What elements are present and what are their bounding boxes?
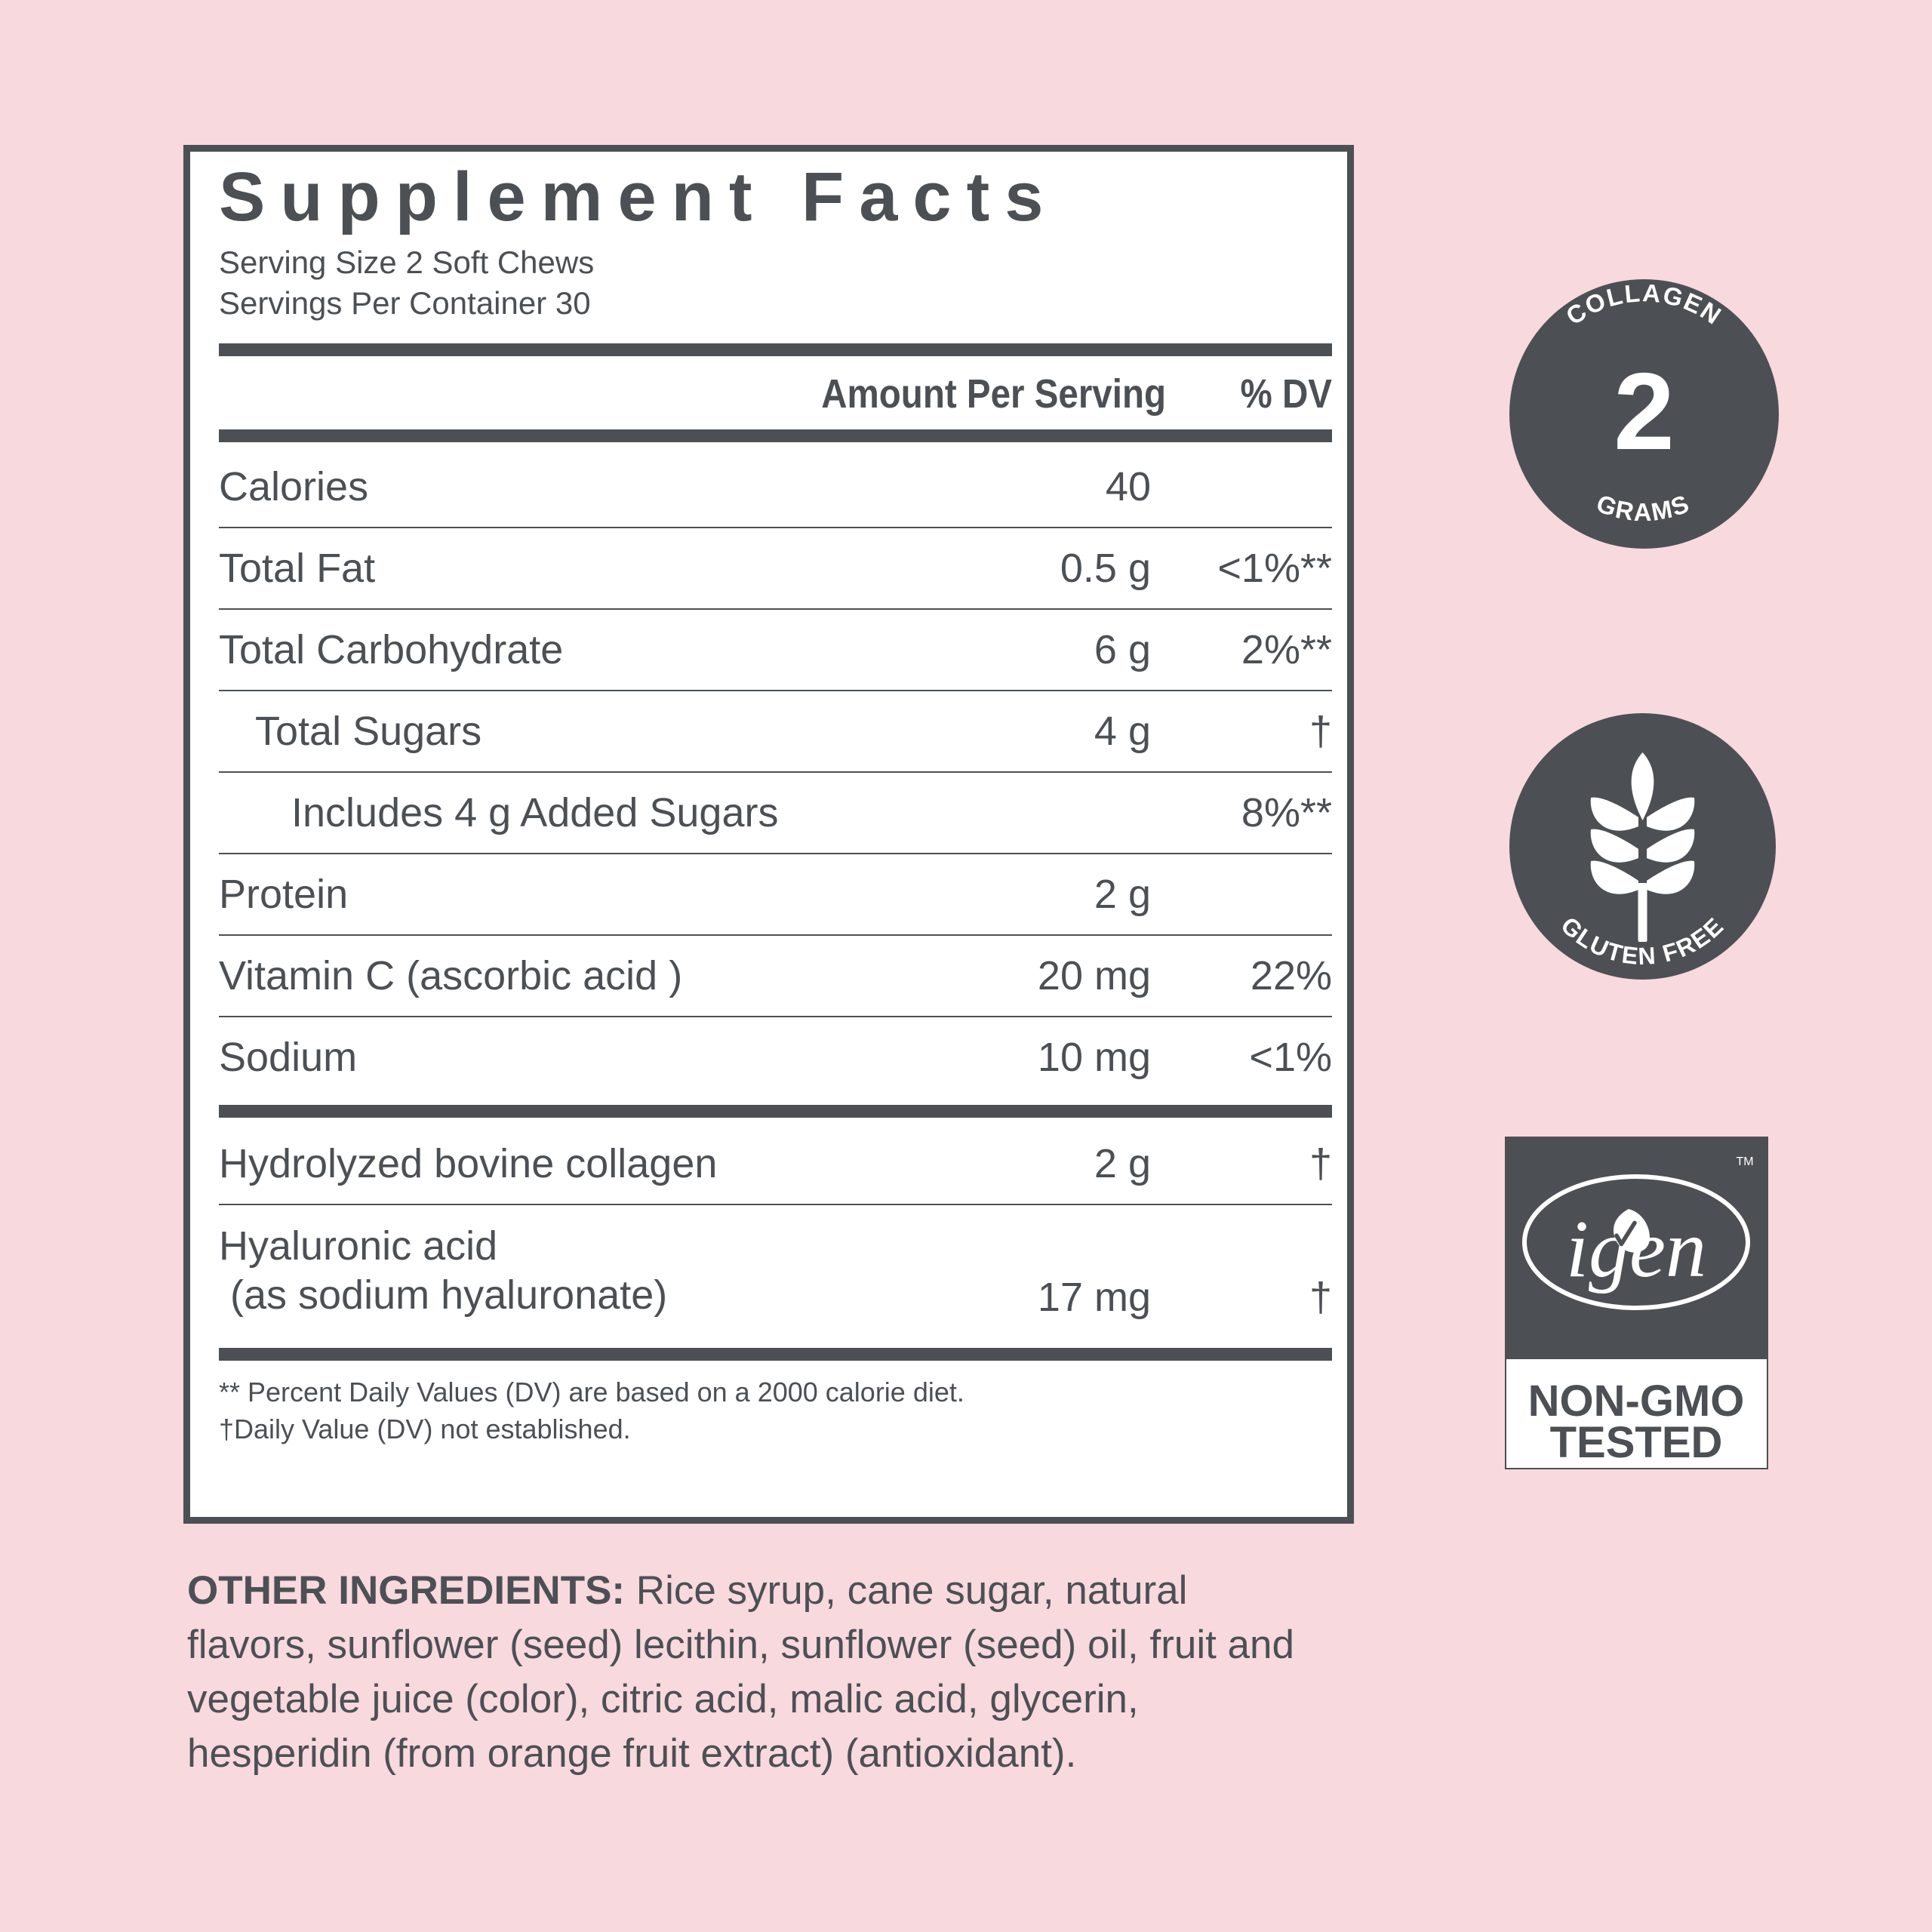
svg-text:TM: TM	[1736, 1155, 1753, 1168]
svg-text:2: 2	[1614, 350, 1675, 472]
svg-text:TESTED: TESTED	[1550, 1418, 1723, 1467]
